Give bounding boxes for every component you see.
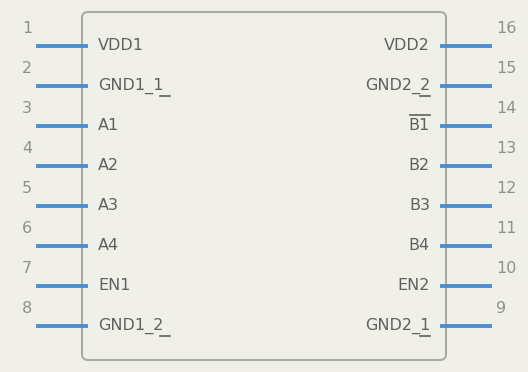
Text: VDD2: VDD2 — [384, 38, 430, 54]
Text: 5: 5 — [22, 181, 32, 196]
Text: 4: 4 — [22, 141, 32, 156]
Text: GND2_1: GND2_1 — [365, 318, 430, 334]
Text: 1: 1 — [22, 21, 32, 36]
Text: 9: 9 — [496, 301, 506, 316]
Text: 15: 15 — [496, 61, 516, 76]
Text: 8: 8 — [22, 301, 32, 316]
Text: A1: A1 — [98, 119, 119, 134]
Text: 13: 13 — [496, 141, 516, 156]
Text: 16: 16 — [496, 21, 516, 36]
Text: 14: 14 — [496, 101, 516, 116]
Text: VDD1: VDD1 — [98, 38, 144, 54]
Text: 2: 2 — [22, 61, 32, 76]
Text: B3: B3 — [409, 199, 430, 214]
Text: GND1_2: GND1_2 — [98, 318, 163, 334]
FancyBboxPatch shape — [82, 12, 446, 360]
Text: A4: A4 — [98, 238, 119, 253]
Text: 12: 12 — [496, 181, 516, 196]
Text: 10: 10 — [496, 261, 516, 276]
Text: B1: B1 — [409, 119, 430, 134]
Text: GND1_1: GND1_1 — [98, 78, 164, 94]
Text: 7: 7 — [22, 261, 32, 276]
Text: 3: 3 — [22, 101, 32, 116]
Text: 6: 6 — [22, 221, 32, 236]
Text: EN2: EN2 — [398, 279, 430, 294]
Text: GND2_2: GND2_2 — [365, 78, 430, 94]
Text: A2: A2 — [98, 158, 119, 173]
Text: B2: B2 — [409, 158, 430, 173]
Text: EN1: EN1 — [98, 279, 130, 294]
Text: A3: A3 — [98, 199, 119, 214]
Text: 11: 11 — [496, 221, 516, 236]
Text: B4: B4 — [409, 238, 430, 253]
